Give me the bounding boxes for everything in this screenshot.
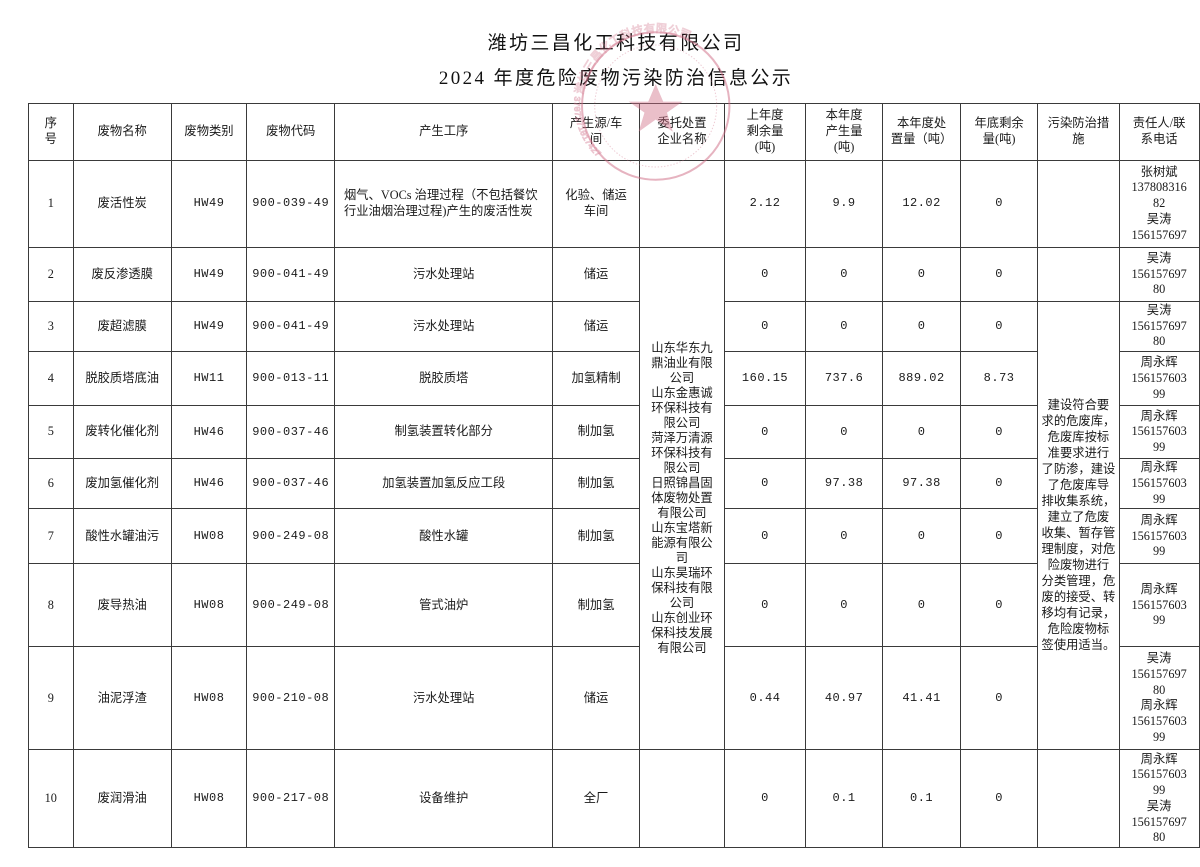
- svg-text:潍坊三昌化工科技有限公司: 潍坊三昌化工科技有限公司: [573, 21, 693, 95]
- svg-text:3707271017427: 3707271017427: [571, 96, 602, 159]
